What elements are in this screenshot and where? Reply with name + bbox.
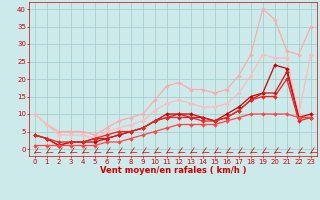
X-axis label: Vent moyen/en rafales ( km/h ): Vent moyen/en rafales ( km/h )	[100, 166, 246, 175]
